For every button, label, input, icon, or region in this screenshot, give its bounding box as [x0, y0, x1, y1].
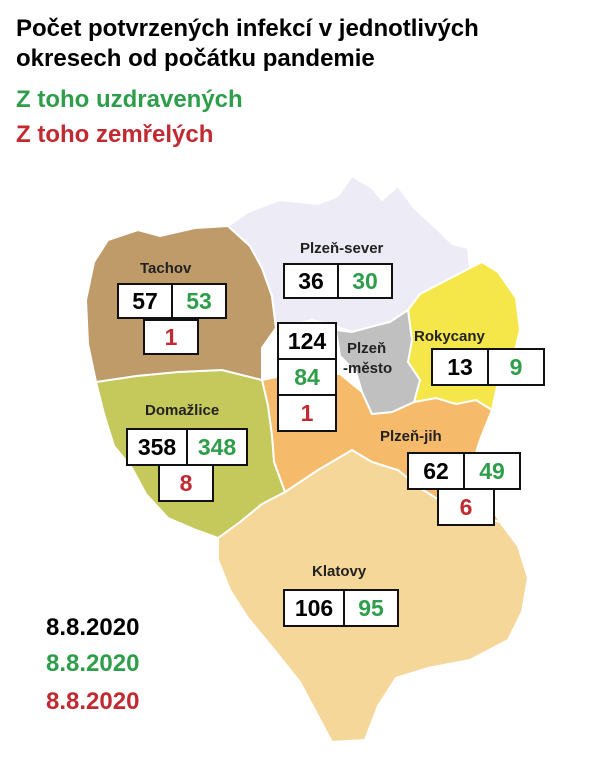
- date-confirmed: 8.8.2020: [46, 614, 139, 642]
- district-name-klatovy: Klatovy: [312, 563, 366, 580]
- plzen-mesto-recovered: 84: [277, 358, 337, 396]
- tachov-recovered: 53: [171, 283, 227, 319]
- plzen-mesto-confirmed: 124: [277, 322, 337, 360]
- date-deaths: 8.8.2020: [46, 688, 139, 716]
- plzen-jih-recovered: 49: [463, 452, 521, 490]
- district-name-plzen-mesto-1: Plzeň: [347, 340, 386, 357]
- domazlice-confirmed: 358: [126, 428, 188, 466]
- domazlice-deaths: 8: [158, 464, 214, 502]
- klatovy-recovered: 95: [343, 589, 399, 627]
- domazlice-recovered: 348: [186, 428, 248, 466]
- district-name-domazlice: Domažlice: [145, 402, 219, 419]
- plzen-jih-deaths: 6: [437, 488, 495, 526]
- district-name-plzen-sever: Plzeň-sever: [300, 240, 383, 257]
- district-name-plzen-jih: Plzeň-jih: [380, 428, 442, 445]
- district-name-plzen-mesto-2: -město: [343, 360, 392, 377]
- plzen-sever-recovered: 30: [337, 263, 393, 299]
- plzen-jih-confirmed: 62: [407, 452, 465, 490]
- tachov-deaths: 1: [143, 319, 199, 355]
- district-name-tachov: Tachov: [140, 260, 191, 277]
- rokycany-confirmed: 13: [431, 348, 489, 386]
- date-recovered: 8.8.2020: [46, 650, 139, 678]
- district-name-rokycany: Rokycany: [414, 328, 485, 345]
- plzen-sever-confirmed: 36: [283, 263, 339, 299]
- rokycany-recovered: 9: [487, 348, 545, 386]
- klatovy-confirmed: 106: [283, 589, 345, 627]
- tachov-confirmed: 57: [117, 283, 173, 319]
- plzen-mesto-deaths: 1: [277, 394, 337, 432]
